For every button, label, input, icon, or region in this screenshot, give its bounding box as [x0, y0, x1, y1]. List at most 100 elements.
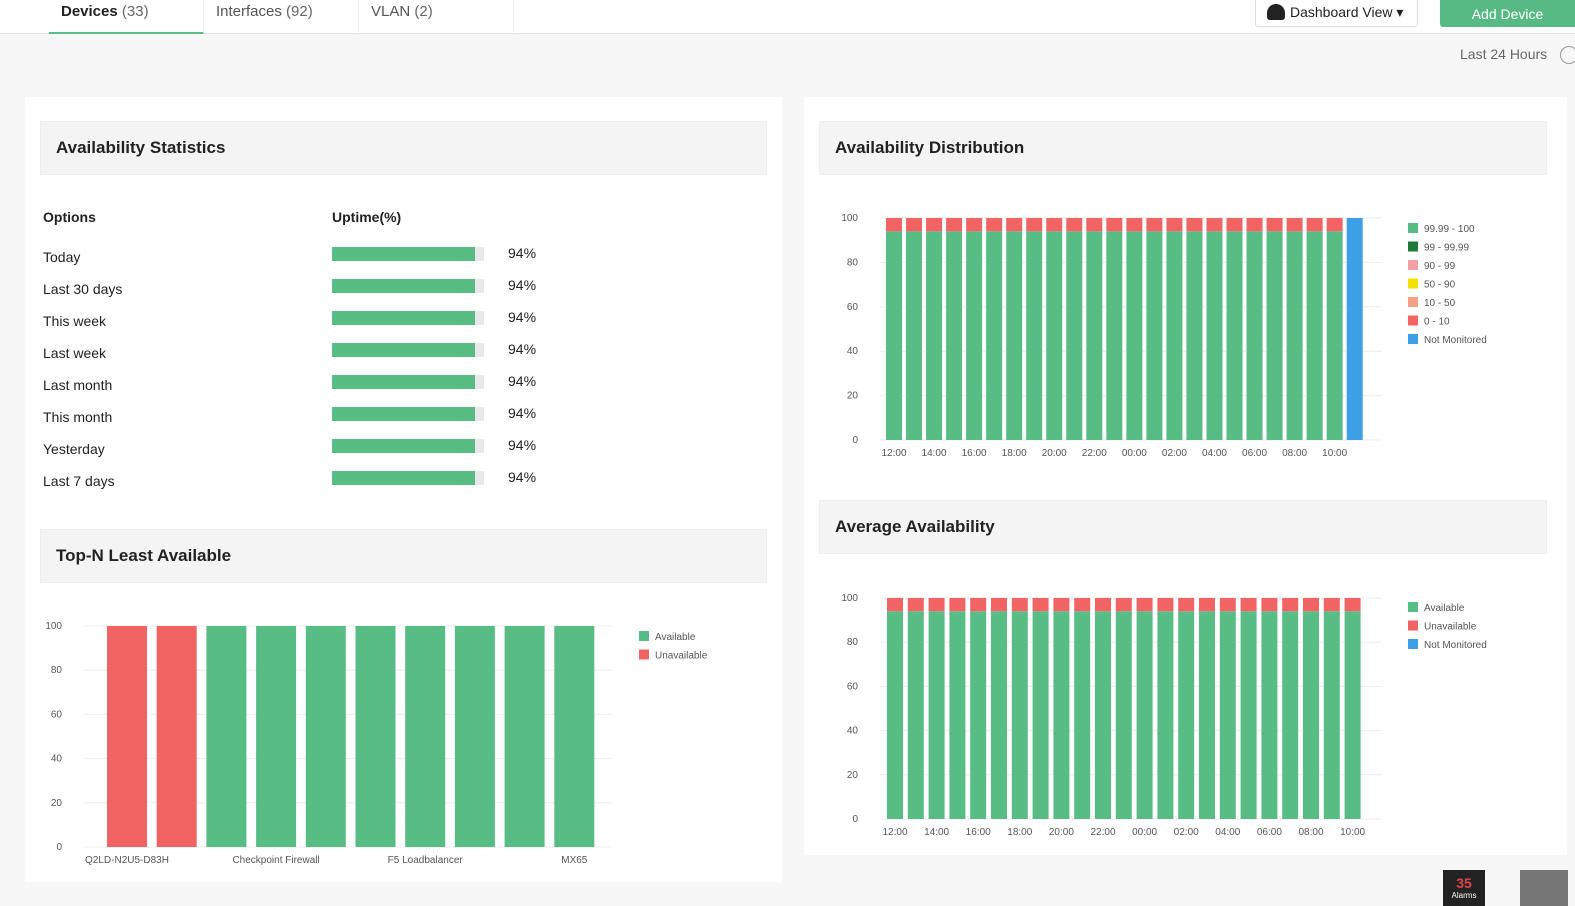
- time-range-selector[interactable]: Last 24 Hours: [1460, 46, 1548, 62]
- bar-segment: [949, 598, 966, 612]
- bar-segment: [986, 218, 1003, 232]
- tab-vlan[interactable]: VLAN (2): [359, 0, 514, 34]
- row-label: Last 7 days: [43, 473, 115, 489]
- uptime-bar-fill: [332, 407, 475, 421]
- x-tick-label: F5 Loadbalancer: [388, 855, 464, 866]
- legend-label: 0 - 10: [1424, 317, 1450, 328]
- bar-segment: [928, 598, 945, 612]
- bar-segment: [928, 611, 945, 819]
- row-label: This month: [43, 409, 113, 425]
- legend-swatch: [1408, 315, 1418, 326]
- uptime-value: 94%: [508, 405, 537, 421]
- bar-segment: [1206, 231, 1223, 440]
- row-label: Last 30 days: [43, 281, 123, 297]
- bar-segment: [355, 626, 396, 847]
- bar-segment: [1166, 231, 1183, 440]
- x-tick-label: 04:00: [1215, 827, 1240, 838]
- x-tick-label: 02:00: [1174, 827, 1199, 838]
- bar-segment: [1199, 611, 1215, 819]
- x-tick-label: 10:00: [1322, 448, 1347, 459]
- x-tick-label: 10:00: [1340, 827, 1365, 838]
- uptime-bar: [332, 439, 484, 453]
- legend-swatch: [1408, 260, 1418, 270]
- bar-segment: [1226, 218, 1243, 232]
- tab-label: Interfaces: [216, 3, 282, 20]
- distribution-chart: 0 20 40 60 80 100 12:00 14:00 16:00 18:00 20:00 22:…: [841, 213, 1487, 459]
- bar-segment: [1326, 218, 1343, 232]
- bar-segment: [256, 626, 297, 847]
- alarm-count: 35: [1456, 875, 1472, 891]
- bar-segment: [991, 598, 1007, 612]
- x-tick-label: 08:00: [1282, 448, 1307, 459]
- chat-button[interactable]: [1520, 870, 1568, 906]
- bar-segment: [1053, 611, 1070, 819]
- bar-segment: [1286, 231, 1303, 440]
- bar-segment: [1261, 611, 1278, 819]
- bar-segment: [504, 626, 545, 847]
- top-n-title: Top-N Least Available: [40, 529, 767, 583]
- bar-segment: [1261, 598, 1278, 612]
- bar-segment: [946, 218, 963, 232]
- bar-segment: [1219, 598, 1236, 612]
- time-range-icon[interactable]: [1560, 46, 1575, 64]
- x-tick-label: 18:00: [1002, 448, 1027, 459]
- bar-segment: [1115, 598, 1132, 612]
- row-label: Last month: [43, 377, 113, 393]
- bar-segment: [1046, 218, 1063, 232]
- alarms-button[interactable]: 35 Alarms: [1443, 870, 1485, 906]
- bar-segment: [1066, 231, 1083, 440]
- bar-segment: [1086, 231, 1103, 440]
- bar-segment: [1157, 598, 1174, 612]
- x-tick-label: 02:00: [1162, 448, 1187, 459]
- bar-segment: [1136, 598, 1153, 612]
- bar-segment: [1240, 598, 1257, 612]
- y-tick-label: 20: [51, 798, 63, 809]
- tab-interfaces[interactable]: Interfaces (92): [204, 0, 359, 34]
- dashboard-view-label: Dashboard View: [1290, 4, 1393, 20]
- bar-segment: [1344, 611, 1361, 819]
- alarm-label: Alarms: [1451, 891, 1477, 900]
- bar-segment: [1136, 611, 1153, 819]
- bar-segment: [1006, 218, 1023, 232]
- legend-label: Not Monitored: [1424, 640, 1487, 651]
- row-label: Today: [43, 249, 81, 265]
- bar-segment: [906, 231, 923, 440]
- x-tick-label: 20:00: [1042, 448, 1067, 459]
- legend-label: Not Monitored: [1424, 335, 1487, 346]
- x-tick-label: 18:00: [1007, 827, 1032, 838]
- bar-segment: [991, 611, 1007, 819]
- uptime-bar-fill: [332, 439, 475, 453]
- uptime-value: 94%: [508, 341, 537, 357]
- legend-swatch: [1408, 602, 1418, 612]
- bar-segment: [1240, 611, 1257, 819]
- top-bar: Devices (33) Interfaces (92) VLAN (2) Da…: [0, 0, 1575, 34]
- x-tick-label: 12:00: [881, 448, 906, 459]
- bar-segment: [1026, 218, 1043, 232]
- legend-label: 99 - 99.99: [1424, 243, 1469, 254]
- tab-devices[interactable]: Devices (33): [49, 0, 204, 34]
- x-tick-label: 12:00: [882, 827, 907, 838]
- dashboard-view-button[interactable]: Dashboard View ▾: [1255, 0, 1418, 27]
- bar-segment: [1323, 611, 1340, 819]
- bar-segment: [1186, 218, 1203, 232]
- x-tick-label: 14:00: [922, 448, 947, 459]
- y-tick-label: 20: [847, 391, 859, 402]
- bar-segment: [1266, 218, 1283, 232]
- legend-swatch: [639, 649, 649, 660]
- x-tick-label: 04:00: [1202, 448, 1227, 459]
- legend-swatch: [1408, 297, 1418, 307]
- legend-swatch: [1408, 620, 1418, 631]
- bar-segment: [887, 598, 903, 612]
- legend-label: 99.99 - 100: [1424, 224, 1475, 235]
- bar-segment: [1032, 611, 1049, 819]
- add-device-button[interactable]: Add Device: [1440, 0, 1575, 27]
- bar-segment: [156, 626, 197, 847]
- bar-segment: [970, 598, 987, 612]
- uptime-bar: [332, 279, 484, 293]
- bar-segment: [926, 218, 943, 232]
- bar-segment: [1226, 231, 1243, 440]
- x-tick-label: 06:00: [1257, 827, 1282, 838]
- bar-segment: [1306, 218, 1323, 232]
- x-tick-label: 22:00: [1082, 448, 1107, 459]
- y-tick-label: 0: [852, 435, 858, 446]
